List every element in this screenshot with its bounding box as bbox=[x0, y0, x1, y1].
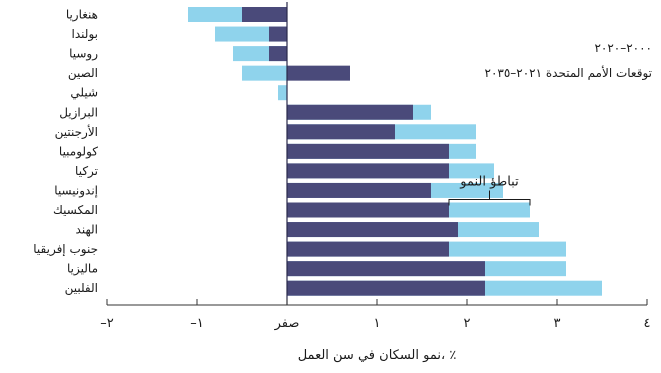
bar-historical-2 bbox=[269, 46, 287, 62]
bar-historical-13 bbox=[287, 261, 485, 277]
bar-historical-12 bbox=[287, 241, 449, 257]
category-label-9: إندونيسيا bbox=[54, 183, 98, 198]
x-tick-label-0: –٢ bbox=[100, 316, 114, 331]
category-label-2: روسيا bbox=[69, 47, 98, 62]
annotation-text: تباطؤ النمو bbox=[459, 175, 519, 190]
legend-series-historical: ٢٠٠٠–٢٠٢٠ bbox=[594, 41, 652, 55]
category-labels: هنغاريا بولندا روسيا الصين شيلي البرازيل الأرج… bbox=[33, 8, 98, 297]
category-label-10: المكسيك bbox=[53, 203, 98, 217]
historical-bars bbox=[242, 7, 485, 296]
bar-historical-7 bbox=[287, 143, 449, 159]
bar-historical-5 bbox=[287, 104, 413, 120]
category-label-11: الهند bbox=[76, 223, 98, 237]
x-tick-label-4: ٢ bbox=[464, 316, 471, 331]
bar-historical-6 bbox=[287, 124, 395, 140]
category-label-4: شيلي bbox=[70, 86, 98, 100]
bar-historical-9 bbox=[287, 182, 431, 198]
category-label-8: تركيا bbox=[75, 164, 98, 179]
x-axis-label: نمو السكان في سن العمل، ٪ bbox=[298, 348, 457, 363]
x-ticks: –٢ –١ صفر ١ ٢ ٣ ٤ bbox=[100, 299, 650, 331]
bar-historical-3 bbox=[287, 65, 350, 81]
category-label-7: كولومبيا bbox=[59, 144, 98, 159]
category-label-14: الفلبين bbox=[65, 281, 98, 296]
x-tick-label-6: ٤ bbox=[644, 316, 651, 331]
bar-historical-0 bbox=[242, 7, 287, 22]
annotation: تباطؤ النمو bbox=[448, 175, 531, 206]
category-label-5: البرازيل bbox=[59, 105, 98, 120]
bar-historical-1 bbox=[269, 26, 287, 42]
category-label-1: بولندا bbox=[72, 27, 98, 42]
x-tick-label-1: –١ bbox=[190, 316, 203, 331]
category-label-3: الصين bbox=[68, 66, 98, 81]
bar-historical-8 bbox=[287, 163, 449, 179]
category-label-12: جنوب إفريقيا bbox=[33, 242, 98, 257]
category-label-6: الأرجنتين bbox=[55, 124, 98, 140]
bar-projection-4 bbox=[278, 85, 287, 101]
x-tick-label-2: صفر bbox=[274, 316, 300, 331]
category-label-13: ماليزيا bbox=[67, 262, 98, 277]
x-tick-label-3: ١ bbox=[374, 316, 381, 331]
bar-projection-3 bbox=[242, 65, 287, 81]
category-label-0: هنغاريا bbox=[66, 8, 98, 23]
bar-historical-14 bbox=[287, 280, 485, 296]
bar-historical-10 bbox=[287, 202, 449, 218]
x-tick-label-5: ٣ bbox=[554, 316, 561, 331]
bar-historical-11 bbox=[287, 222, 458, 238]
legend-series-projection: توقعات الأمم المتحدة ٢٠٢١–٢٠٣٥ bbox=[485, 65, 653, 81]
